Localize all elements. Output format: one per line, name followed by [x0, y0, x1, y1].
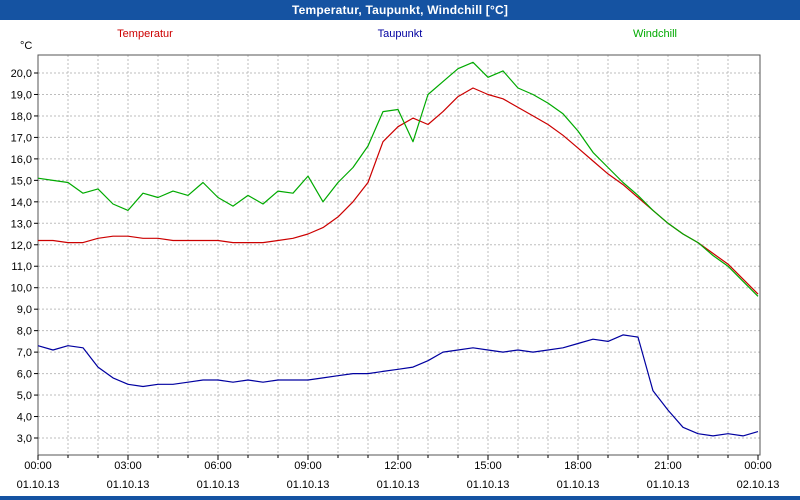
x-tick-time-label: 00:00	[24, 460, 52, 472]
y-tick-label: 20,0	[11, 68, 32, 80]
x-tick-date-label: 01.10.13	[557, 479, 600, 491]
y-tick-label: 17,0	[11, 132, 32, 144]
series-lines	[37, 61, 759, 437]
y-tick-label: 5,0	[17, 390, 32, 402]
plot-border	[37, 54, 761, 456]
window-title-bar: Temperatur, Taupunkt, Windchill [°C]	[0, 0, 800, 20]
axis-ticks-and-labels: 3,0 4,0 5,0 6,0 7,0 8,0 9,0 10,0 11,0 12,0 13,0 14,…	[11, 68, 780, 491]
x-tick-date-label: 02.10.13	[737, 479, 780, 491]
x-tick-date-label: 01.10.13	[197, 479, 240, 491]
x-tick-time-label: 18:00	[564, 460, 592, 472]
chart-canvas: °C Temperatur Taupunkt Windchill 3,0 4,0 5…	[11, 28, 780, 491]
y-tick-label: 10,0	[11, 283, 32, 295]
y-tick-label: 7,0	[17, 347, 32, 359]
x-tick-time-label: 09:00	[294, 460, 322, 472]
legend-taupunkt-label: Taupunkt	[378, 28, 423, 40]
y-tick-label: 13,0	[11, 218, 32, 230]
series-line-windchill	[37, 61, 759, 297]
y-tick-label: 19,0	[11, 89, 32, 101]
grid-lines	[38, 55, 760, 455]
legend-temperatur-label: Temperatur	[117, 28, 173, 40]
y-tick-label: 18,0	[11, 111, 32, 123]
y-axis-unit-label: °C	[20, 40, 32, 52]
x-tick-date-label: 01.10.13	[377, 479, 420, 491]
x-tick-time-label: 21:00	[654, 460, 682, 472]
y-tick-label: 4,0	[17, 412, 32, 424]
y-tick-label: 3,0	[17, 433, 32, 445]
x-tick-time-label: 00:00	[744, 460, 772, 472]
x-tick-date-label: 01.10.13	[287, 479, 330, 491]
x-tick-date-label: 01.10.13	[107, 479, 150, 491]
series-line-temperatur	[38, 87, 759, 295]
y-tick-label: 11,0	[11, 261, 32, 273]
window-title: Temperatur, Taupunkt, Windchill [°C]	[291, 3, 509, 17]
y-tick-label: 14,0	[11, 197, 32, 209]
y-tick-label: 16,0	[11, 154, 32, 166]
series-line-taupunkt	[37, 334, 759, 437]
y-tick-label: 9,0	[17, 304, 32, 316]
x-tick-time-label: 15:00	[474, 460, 502, 472]
x-tick-time-label: 03:00	[114, 460, 142, 472]
x-tick-time-label: 12:00	[384, 460, 412, 472]
y-tick-label: 12,0	[11, 240, 32, 252]
window-bottom-border	[0, 496, 800, 500]
x-tick-time-label: 06:00	[204, 460, 232, 472]
y-tick-label: 6,0	[17, 369, 32, 381]
y-tick-label: 15,0	[11, 175, 32, 187]
legend-windchill-label: Windchill	[633, 28, 677, 40]
y-tick-label: 8,0	[17, 326, 32, 338]
x-tick-date-label: 01.10.13	[17, 479, 60, 491]
x-tick-date-label: 01.10.13	[647, 479, 690, 491]
x-tick-date-label: 01.10.13	[467, 479, 510, 491]
